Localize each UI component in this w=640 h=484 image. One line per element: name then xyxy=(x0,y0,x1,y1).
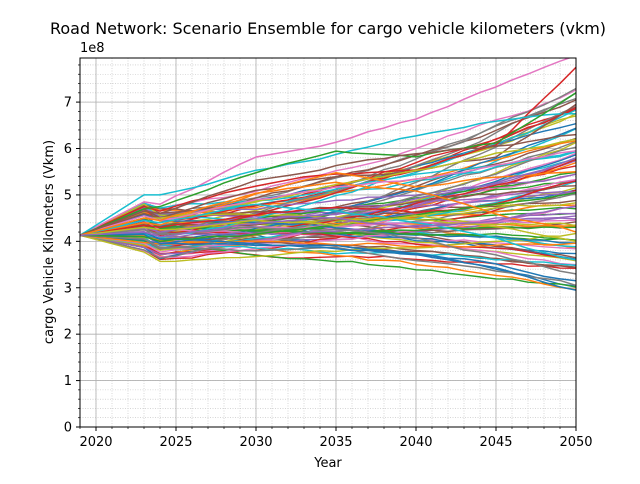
series-line xyxy=(80,214,576,243)
y-tick-label: 4 xyxy=(64,235,72,250)
series-line xyxy=(80,133,576,237)
ticks-layer: 2020 2025 2030 2035 2040 2045 2050 0 1 2 3 4 5 6 7 xyxy=(64,64,593,450)
ensemble-series-line xyxy=(80,109,576,239)
y-tick-label: 0 xyxy=(64,421,72,436)
ensemble-series-line xyxy=(80,232,576,263)
y-tick-label: 7 xyxy=(64,96,72,111)
x-tick-label: 2020 xyxy=(79,435,112,450)
x-tick-label: 2045 xyxy=(479,435,512,450)
chart-title: Road Network: Scenario Ensemble for carg… xyxy=(50,19,606,38)
series-line xyxy=(80,203,576,261)
series-line xyxy=(80,92,576,237)
y-axis-label: cargo Vehicle Kilometers (Vkm) xyxy=(42,140,57,344)
ensemble-series-line xyxy=(80,234,576,267)
series-line xyxy=(80,112,576,236)
y-tick-label: 3 xyxy=(64,281,72,296)
x-tick-label: 2025 xyxy=(159,435,192,450)
series-layer xyxy=(80,58,576,291)
series-line xyxy=(80,157,576,237)
ensemble-series-line xyxy=(80,146,576,250)
x-tick-label: 2030 xyxy=(239,435,272,450)
ensemble-series-line xyxy=(80,205,576,258)
series-line xyxy=(80,191,576,243)
series-line xyxy=(80,226,576,275)
ensemble-series-line xyxy=(80,178,576,253)
series-line xyxy=(80,58,572,236)
series-line xyxy=(80,170,576,237)
ensemble-series-line xyxy=(80,189,576,261)
y-tick-label: 6 xyxy=(64,142,72,157)
series-line xyxy=(80,233,576,291)
series-line xyxy=(80,138,576,237)
x-tick-label: 2040 xyxy=(399,435,432,450)
plot-frame xyxy=(79,57,577,428)
y-tick-label: 2 xyxy=(64,328,72,343)
x-tick-label: 2050 xyxy=(559,435,592,450)
y-tick-label: 1 xyxy=(64,374,72,389)
y-tick-label: 5 xyxy=(64,188,72,203)
x-tick-label: 2035 xyxy=(319,435,352,450)
series-line xyxy=(80,181,576,237)
y-offset-text: 1e8 xyxy=(80,41,105,56)
x-axis-label: Year xyxy=(313,456,342,471)
series-line xyxy=(80,231,576,282)
series-line xyxy=(80,205,576,238)
